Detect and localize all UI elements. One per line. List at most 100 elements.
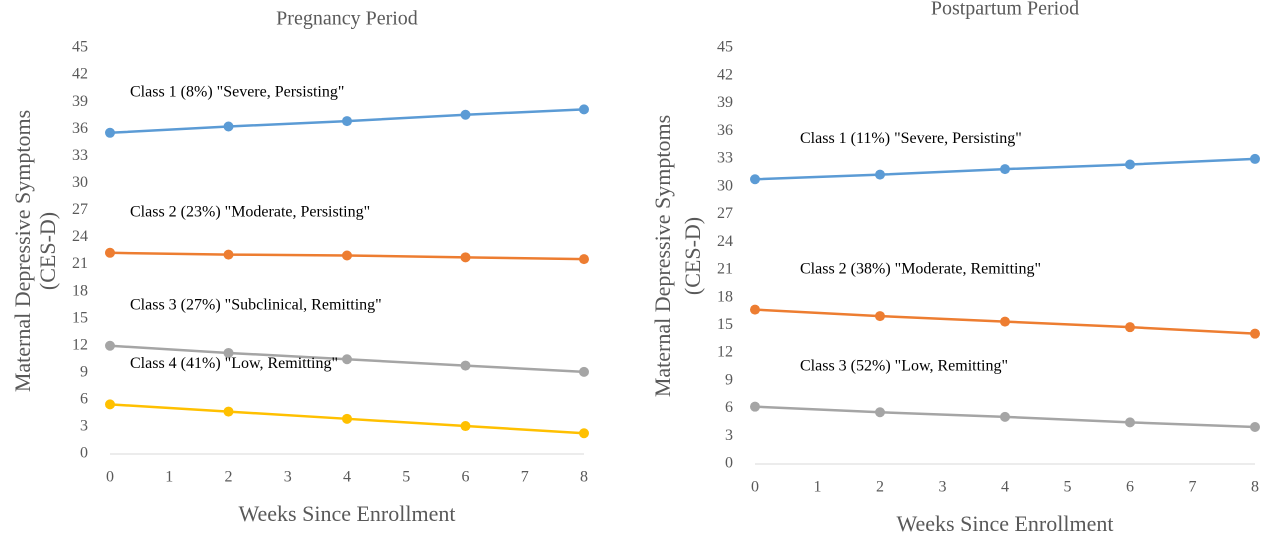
- y-tick-label: 18: [72, 282, 88, 299]
- series-label: Class 3 (52%) "Low, Remitting": [800, 357, 1008, 374]
- chart-title: Pregnancy Period: [276, 8, 418, 30]
- y-axis-label: (CES-D): [680, 217, 705, 295]
- series-label: Class 3 (27%) "Subclinical, Remitting": [130, 296, 382, 313]
- y-tick-label: 39: [72, 93, 88, 110]
- series-label: Class 2 (38%) "Moderate, Remitting": [800, 260, 1041, 277]
- x-tick-label: 0: [751, 479, 759, 496]
- y-tick-label: 30: [72, 174, 88, 191]
- x-tick-label: 0: [106, 469, 114, 486]
- y-tick-label: 21: [72, 255, 88, 272]
- data-point: [460, 360, 471, 371]
- data-point: [1125, 159, 1135, 170]
- series-label: Class 4 (41%) "Low, Remitting": [130, 355, 338, 372]
- chart: Postpartum Period Weeks Since Enrollment M…: [650, 0, 1260, 536]
- data-point: [460, 109, 471, 120]
- x-tick-label: 2: [225, 469, 233, 486]
- data-point: [1250, 422, 1260, 433]
- y-tick-label: 12: [717, 344, 733, 361]
- y-tick-label: 0: [80, 445, 88, 462]
- x-tick-label: 1: [165, 469, 173, 486]
- y-tick-label: 3: [80, 418, 88, 435]
- data-point: [1125, 322, 1135, 333]
- x-tick-label: 5: [1064, 479, 1072, 496]
- data-point: [579, 104, 589, 115]
- y-tick-label: 39: [717, 94, 733, 111]
- data-point: [750, 401, 760, 412]
- data-point: [342, 413, 352, 424]
- data-point: [1250, 153, 1260, 164]
- x-tick-label: 3: [284, 469, 292, 486]
- x-tick-label: 6: [1126, 479, 1134, 496]
- data-point: [342, 250, 352, 261]
- y-tick-label: 9: [725, 371, 733, 388]
- data-point: [223, 347, 234, 358]
- y-tick-label: 12: [72, 336, 88, 353]
- data-point: [750, 304, 760, 315]
- y-tick-label: 27: [717, 205, 733, 222]
- data-point: [579, 428, 589, 439]
- chart-title: Postpartum Period: [931, 0, 1079, 20]
- data-point: [579, 366, 589, 377]
- y-tick-label: 18: [717, 288, 733, 305]
- y-axis-label: Maternal Depressive Symptoms: [650, 115, 675, 397]
- y-tick-label: 9: [80, 363, 88, 380]
- series-label: Class 1 (8%) "Severe, Persisting": [130, 83, 344, 100]
- y-tick-label: 45: [717, 39, 733, 56]
- y-tick-label: 27: [72, 201, 88, 218]
- x-tick-label: 4: [343, 469, 351, 486]
- data-point: [342, 116, 352, 127]
- data-point: [1000, 411, 1010, 422]
- x-tick-label: 7: [521, 469, 529, 486]
- data-point: [105, 247, 115, 258]
- data-point: [1000, 316, 1010, 327]
- y-tick-label: 15: [72, 309, 88, 326]
- data-point: [1000, 164, 1010, 175]
- y-tick-label: 21: [717, 261, 733, 278]
- y-tick-label: 0: [725, 455, 733, 472]
- data-point: [875, 311, 885, 322]
- y-axis-label: (CES-D): [35, 212, 60, 290]
- data-point: [105, 399, 115, 410]
- y-tick-label: 6: [80, 391, 88, 408]
- y-axis-label: Maternal Depressive Symptoms: [10, 110, 35, 392]
- series-label: Class 1 (11%) "Severe, Persisting": [800, 130, 1022, 147]
- y-tick-label: 24: [72, 228, 88, 245]
- y-tick-label: 30: [717, 177, 733, 194]
- series-label: Class 2 (23%) "Moderate, Persisting": [130, 203, 370, 220]
- y-tick-label: 15: [717, 316, 733, 333]
- x-tick-label: 8: [580, 469, 588, 486]
- data-point: [875, 407, 885, 418]
- x-tick-label: 6: [462, 469, 470, 486]
- y-tick-label: 33: [717, 150, 733, 167]
- x-tick-label: 4: [1001, 479, 1009, 496]
- y-tick-label: 36: [72, 120, 88, 137]
- y-tick-label: 42: [72, 66, 88, 83]
- data-point: [1250, 328, 1260, 339]
- data-point: [579, 254, 589, 265]
- data-point: [460, 421, 471, 432]
- x-axis-label: Weeks Since Enrollment: [239, 501, 456, 526]
- y-tick-label: 24: [717, 233, 733, 250]
- x-tick-label: 1: [814, 479, 822, 496]
- y-tick-label: 3: [725, 427, 733, 444]
- y-tick-label: 36: [717, 122, 733, 139]
- data-point: [750, 174, 760, 185]
- chart: Pregnancy Period Weeks Since Enrollment Ma…: [10, 8, 589, 526]
- x-tick-label: 2: [876, 479, 884, 496]
- y-tick-label: 6: [725, 399, 733, 416]
- x-tick-label: 5: [402, 469, 410, 486]
- x-axis-label: Weeks Since Enrollment: [897, 511, 1114, 536]
- data-point: [875, 169, 885, 180]
- x-tick-label: 3: [939, 479, 947, 496]
- x-tick-label: 7: [1189, 479, 1197, 496]
- y-tick-label: 33: [72, 147, 88, 164]
- y-tick-label: 45: [72, 39, 88, 56]
- x-tick-label: 8: [1251, 479, 1259, 496]
- data-point: [460, 252, 471, 263]
- data-point: [105, 340, 115, 351]
- data-point: [223, 121, 234, 132]
- data-point: [105, 127, 115, 138]
- data-point: [1125, 417, 1135, 428]
